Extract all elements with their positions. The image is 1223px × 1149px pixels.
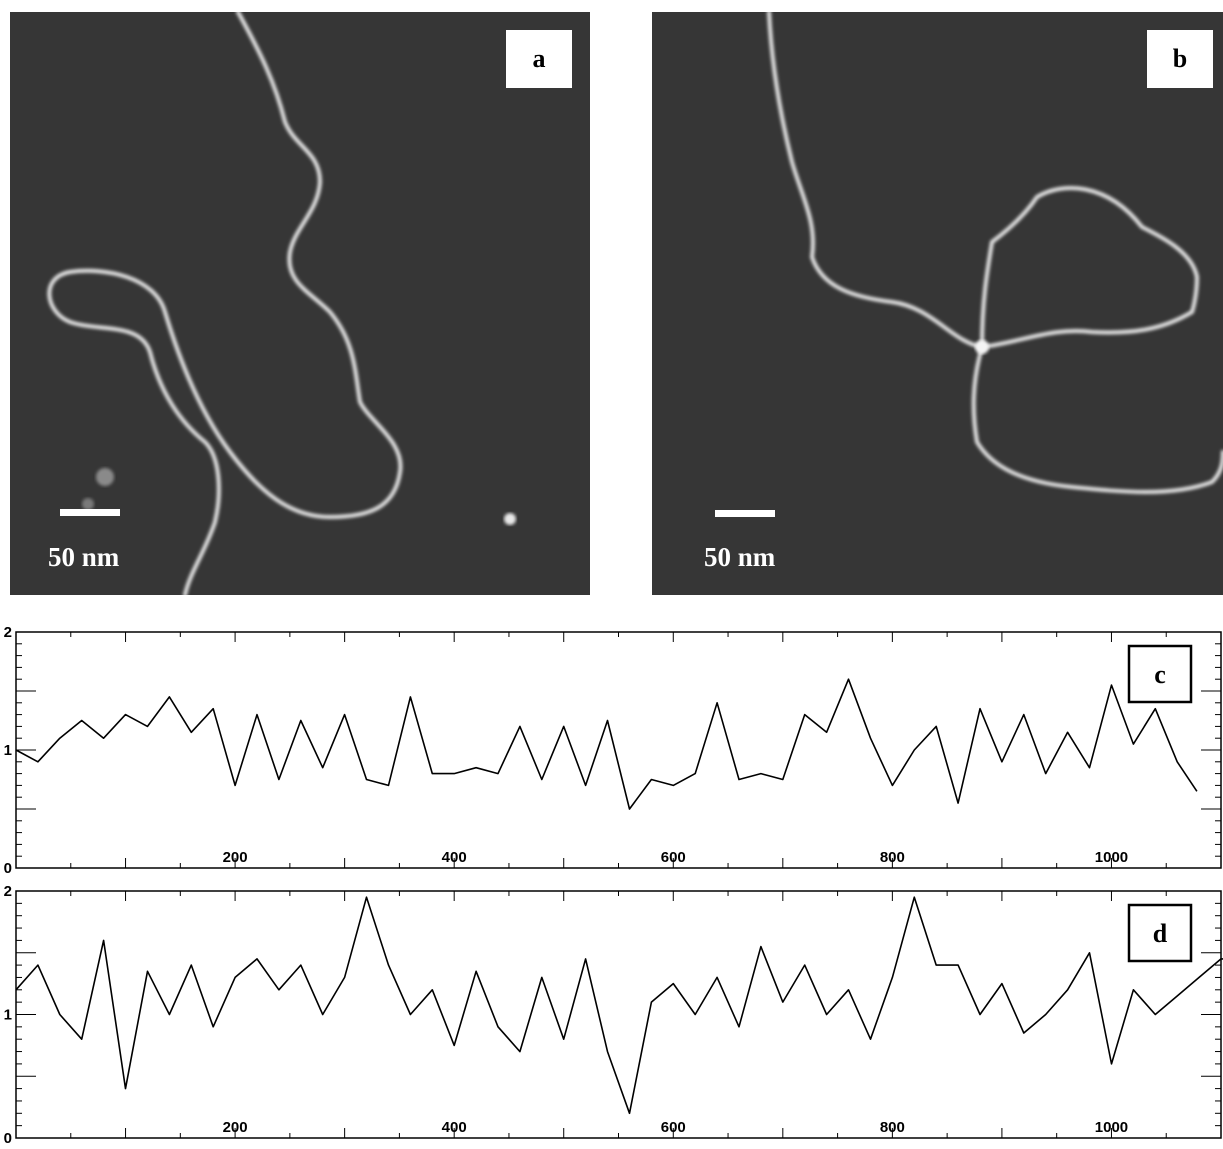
scale-bar-a <box>60 509 120 516</box>
profile-line <box>15 678 1198 810</box>
x-tick-label: 400 <box>442 1119 467 1136</box>
afm-image-b-graphic <box>652 12 1223 595</box>
panel-label-box <box>1127 903 1193 963</box>
x-tick-label: 1000 <box>1095 1119 1128 1136</box>
scale-bar-b <box>715 510 775 517</box>
scale-label-b: 50 nm <box>704 542 776 572</box>
panel-label: c <box>1154 660 1166 689</box>
profile-plot-d: 200 400 600 800 1000 0 1 2 d <box>0 880 1223 1147</box>
x-tick-label: 400 <box>442 849 467 866</box>
x-tick-label: 200 <box>223 849 248 866</box>
afm-image-b: b 50 nm <box>652 12 1223 595</box>
y-tick-label: 0 <box>4 1130 12 1144</box>
panel-label-box <box>1127 644 1193 704</box>
x-tick-label: 600 <box>661 1119 686 1136</box>
profile-line <box>15 896 1223 1115</box>
profile-plot-c-svg: 200 400 600 800 1000 0 1 2 c <box>4 624 1222 877</box>
profile-plot-c: 200 400 600 800 1000 0 1 2 c <box>0 618 1223 877</box>
panel-label: d <box>1153 919 1168 948</box>
afm-image-a-graphic <box>10 12 590 595</box>
y-tick-label: 2 <box>4 883 12 900</box>
x-tick-label: 600 <box>661 849 686 866</box>
x-tick-label: 800 <box>880 849 905 866</box>
plot-frame <box>15 890 1222 1139</box>
panel-label-a: a <box>506 30 572 88</box>
scale-label-a: 50 nm <box>48 542 120 572</box>
panel-label-b: b <box>1147 30 1213 88</box>
x-tick-label: 1000 <box>1095 849 1128 866</box>
y-tick-label: 0 <box>4 860 12 876</box>
y-tick-label: 1 <box>4 1007 12 1024</box>
y-tick-label: 1 <box>4 742 12 759</box>
afm-image-a: a 50 nm <box>10 12 590 595</box>
y-tick-label: 2 <box>4 624 12 641</box>
plot-frame <box>15 631 1222 869</box>
x-tick-label: 200 <box>223 1119 248 1136</box>
x-tick-label: 800 <box>880 1119 905 1136</box>
profile-plot-d-svg: 200 400 600 800 1000 0 1 2 d <box>4 883 1223 1147</box>
